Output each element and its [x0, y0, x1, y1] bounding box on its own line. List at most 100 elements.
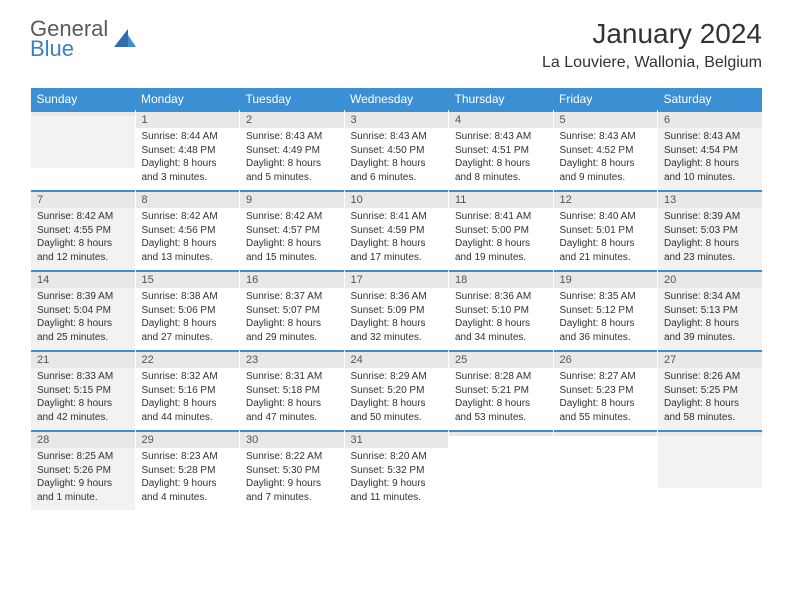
sunrise-text: Sunrise: 8:42 AM — [37, 210, 129, 224]
weekday-header: Tuesday — [240, 88, 345, 110]
sunrise-text: Sunrise: 8:43 AM — [664, 130, 756, 144]
day-body: Sunrise: 8:36 AMSunset: 5:09 PMDaylight:… — [345, 288, 449, 350]
day-number: 11 — [449, 190, 553, 208]
sunrise-text: Sunrise: 8:36 AM — [351, 290, 443, 304]
calendar-day-cell: 26Sunrise: 8:27 AMSunset: 5:23 PMDayligh… — [553, 350, 658, 430]
calendar-day-cell: 30Sunrise: 8:22 AMSunset: 5:30 PMDayligh… — [240, 430, 345, 510]
day-number: 31 — [345, 430, 449, 448]
day-body: Sunrise: 8:29 AMSunset: 5:20 PMDaylight:… — [345, 368, 449, 430]
sunset-text: Sunset: 5:07 PM — [246, 304, 338, 318]
sunrise-text: Sunrise: 8:29 AM — [351, 370, 443, 384]
sunset-text: Sunset: 5:03 PM — [664, 224, 756, 238]
sunset-text: Sunset: 5:15 PM — [37, 384, 129, 398]
sunrise-text: Sunrise: 8:26 AM — [664, 370, 756, 384]
calendar-day-cell: 17Sunrise: 8:36 AMSunset: 5:09 PMDayligh… — [344, 270, 449, 350]
day-body: Sunrise: 8:25 AMSunset: 5:26 PMDaylight:… — [31, 448, 135, 510]
daylight-text: Daylight: 8 hours and 44 minutes. — [142, 397, 234, 424]
day-number: 4 — [449, 110, 553, 128]
day-number: 12 — [554, 190, 658, 208]
daylight-text: Daylight: 8 hours and 15 minutes. — [246, 237, 338, 264]
day-body: Sunrise: 8:40 AMSunset: 5:01 PMDaylight:… — [554, 208, 658, 270]
calendar-day-cell: 6Sunrise: 8:43 AMSunset: 4:54 PMDaylight… — [658, 110, 763, 190]
sunset-text: Sunset: 5:30 PM — [246, 464, 338, 478]
calendar-day-cell: 12Sunrise: 8:40 AMSunset: 5:01 PMDayligh… — [553, 190, 658, 270]
logo-line2: Blue — [30, 38, 108, 60]
weekday-header: Friday — [553, 88, 658, 110]
sunrise-text: Sunrise: 8:27 AM — [560, 370, 652, 384]
calendar-day-cell: 19Sunrise: 8:35 AMSunset: 5:12 PMDayligh… — [553, 270, 658, 350]
calendar-day-cell — [449, 430, 554, 510]
day-body: Sunrise: 8:43 AMSunset: 4:52 PMDaylight:… — [554, 128, 658, 190]
sunset-text: Sunset: 4:49 PM — [246, 144, 338, 158]
page-title: January 2024 — [542, 18, 762, 50]
day-number: 9 — [240, 190, 344, 208]
daylight-text: Daylight: 9 hours and 1 minute. — [37, 477, 129, 504]
day-number: 3 — [345, 110, 449, 128]
day-body: Sunrise: 8:43 AMSunset: 4:49 PMDaylight:… — [240, 128, 344, 190]
day-number: 28 — [31, 430, 135, 448]
daylight-text: Daylight: 8 hours and 5 minutes. — [246, 157, 338, 184]
day-body: Sunrise: 8:26 AMSunset: 5:25 PMDaylight:… — [658, 368, 762, 430]
day-body: Sunrise: 8:44 AMSunset: 4:48 PMDaylight:… — [136, 128, 240, 190]
sunrise-text: Sunrise: 8:34 AM — [664, 290, 756, 304]
calendar-table: Sunday Monday Tuesday Wednesday Thursday… — [30, 88, 762, 510]
daylight-text: Daylight: 8 hours and 29 minutes. — [246, 317, 338, 344]
day-number: 25 — [449, 350, 553, 368]
daylight-text: Daylight: 8 hours and 25 minutes. — [37, 317, 129, 344]
calendar-day-cell — [658, 430, 763, 510]
daylight-text: Daylight: 8 hours and 32 minutes. — [351, 317, 443, 344]
sunset-text: Sunset: 5:16 PM — [142, 384, 234, 398]
day-number: 20 — [658, 270, 762, 288]
page-subtitle: La Louviere, Wallonia, Belgium — [542, 54, 762, 72]
sunset-text: Sunset: 5:04 PM — [37, 304, 129, 318]
sunrise-text: Sunrise: 8:31 AM — [246, 370, 338, 384]
weekday-header: Thursday — [449, 88, 554, 110]
sunset-text: Sunset: 5:32 PM — [351, 464, 443, 478]
calendar-week-row: 21Sunrise: 8:33 AMSunset: 5:15 PMDayligh… — [31, 350, 763, 430]
sunset-text: Sunset: 5:09 PM — [351, 304, 443, 318]
day-number: 13 — [658, 190, 762, 208]
sunrise-text: Sunrise: 8:43 AM — [560, 130, 652, 144]
day-number: 26 — [554, 350, 658, 368]
weekday-header: Sunday — [31, 88, 136, 110]
sunset-text: Sunset: 5:23 PM — [560, 384, 652, 398]
calendar-day-cell: 2Sunrise: 8:43 AMSunset: 4:49 PMDaylight… — [240, 110, 345, 190]
sunrise-text: Sunrise: 8:39 AM — [37, 290, 129, 304]
sunrise-text: Sunrise: 8:22 AM — [246, 450, 338, 464]
calendar-day-cell: 25Sunrise: 8:28 AMSunset: 5:21 PMDayligh… — [449, 350, 554, 430]
calendar-day-cell: 5Sunrise: 8:43 AMSunset: 4:52 PMDaylight… — [553, 110, 658, 190]
daylight-text: Daylight: 8 hours and 8 minutes. — [455, 157, 547, 184]
daylight-text: Daylight: 9 hours and 7 minutes. — [246, 477, 338, 504]
calendar-day-cell: 21Sunrise: 8:33 AMSunset: 5:15 PMDayligh… — [31, 350, 136, 430]
day-number: 10 — [345, 190, 449, 208]
daylight-text: Daylight: 8 hours and 34 minutes. — [455, 317, 547, 344]
calendar-day-cell: 31Sunrise: 8:20 AMSunset: 5:32 PMDayligh… — [344, 430, 449, 510]
weekday-header: Saturday — [658, 88, 763, 110]
day-number: 18 — [449, 270, 553, 288]
calendar-week-row: 7Sunrise: 8:42 AMSunset: 4:55 PMDaylight… — [31, 190, 763, 270]
calendar-day-cell: 4Sunrise: 8:43 AMSunset: 4:51 PMDaylight… — [449, 110, 554, 190]
sunset-text: Sunset: 5:28 PM — [142, 464, 234, 478]
sunrise-text: Sunrise: 8:25 AM — [37, 450, 129, 464]
day-body: Sunrise: 8:23 AMSunset: 5:28 PMDaylight:… — [136, 448, 240, 510]
day-body: Sunrise: 8:42 AMSunset: 4:55 PMDaylight:… — [31, 208, 135, 270]
daylight-text: Daylight: 8 hours and 19 minutes. — [455, 237, 547, 264]
calendar-day-cell: 18Sunrise: 8:36 AMSunset: 5:10 PMDayligh… — [449, 270, 554, 350]
sunrise-text: Sunrise: 8:20 AM — [351, 450, 443, 464]
day-number: 17 — [345, 270, 449, 288]
sunrise-text: Sunrise: 8:43 AM — [455, 130, 547, 144]
day-body: Sunrise: 8:43 AMSunset: 4:50 PMDaylight:… — [345, 128, 449, 190]
sunrise-text: Sunrise: 8:33 AM — [37, 370, 129, 384]
sunrise-text: Sunrise: 8:39 AM — [664, 210, 756, 224]
sunrise-text: Sunrise: 8:41 AM — [351, 210, 443, 224]
logo-sail-icon — [114, 29, 136, 54]
header: General Blue January 2024 La Louviere, W… — [0, 0, 792, 80]
title-block: January 2024 La Louviere, Wallonia, Belg… — [542, 18, 762, 72]
calendar-day-cell — [31, 110, 136, 190]
day-body — [658, 436, 762, 488]
sunset-text: Sunset: 5:01 PM — [560, 224, 652, 238]
day-number: 6 — [658, 110, 762, 128]
daylight-text: Daylight: 8 hours and 13 minutes. — [142, 237, 234, 264]
day-body: Sunrise: 8:28 AMSunset: 5:21 PMDaylight:… — [449, 368, 553, 430]
calendar-day-cell — [553, 430, 658, 510]
